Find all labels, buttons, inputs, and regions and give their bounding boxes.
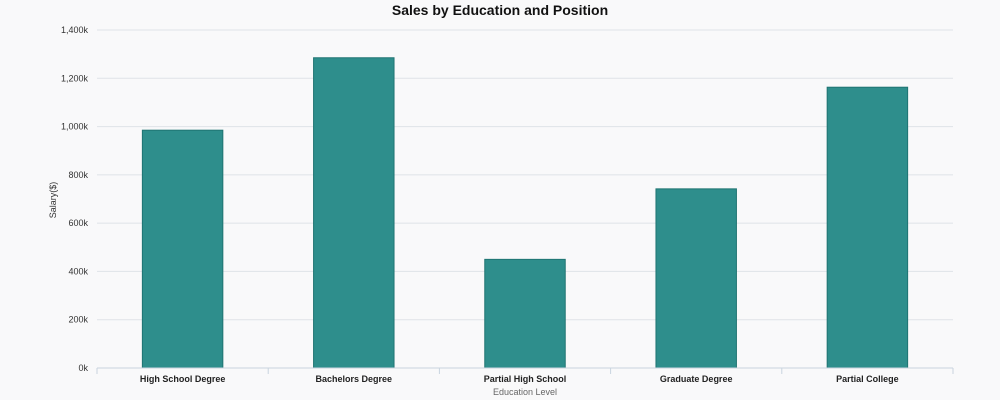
gridlines (97, 29, 953, 321)
y-tick-label: 400k (68, 266, 88, 276)
x-tick-label: High School Degree (140, 374, 226, 384)
y-tick-label: 1,400k (61, 25, 89, 35)
y-tick-label: 0k (78, 363, 88, 373)
bar[interactable] (484, 258, 566, 369)
x-tick-label: Partial College (836, 374, 899, 384)
bar[interactable] (655, 188, 737, 369)
y-tick-label: 600k (68, 218, 88, 228)
y-axis-title: Salary($) (48, 182, 58, 219)
axes: 0k 200k 400k 600k 800k 1,000k 1,200k 1,400k High… (61, 25, 954, 384)
bar[interactable] (141, 129, 224, 369)
bars (141, 57, 909, 369)
x-tick-label: Bachelors Degree (316, 374, 393, 384)
bar[interactable] (313, 57, 395, 369)
y-tick-label: 800k (68, 170, 88, 180)
y-tick-label: 1,200k (61, 73, 89, 83)
bar[interactable] (826, 86, 909, 369)
y-tick-label: 1,000k (61, 122, 89, 132)
x-tick-label: Partial High School (484, 374, 567, 384)
chart-title: Sales by Education and Position (392, 2, 608, 18)
x-tick-label: Graduate Degree (660, 374, 733, 384)
x-axis-title: Education Level (493, 387, 557, 397)
y-tick-label: 200k (68, 315, 88, 325)
